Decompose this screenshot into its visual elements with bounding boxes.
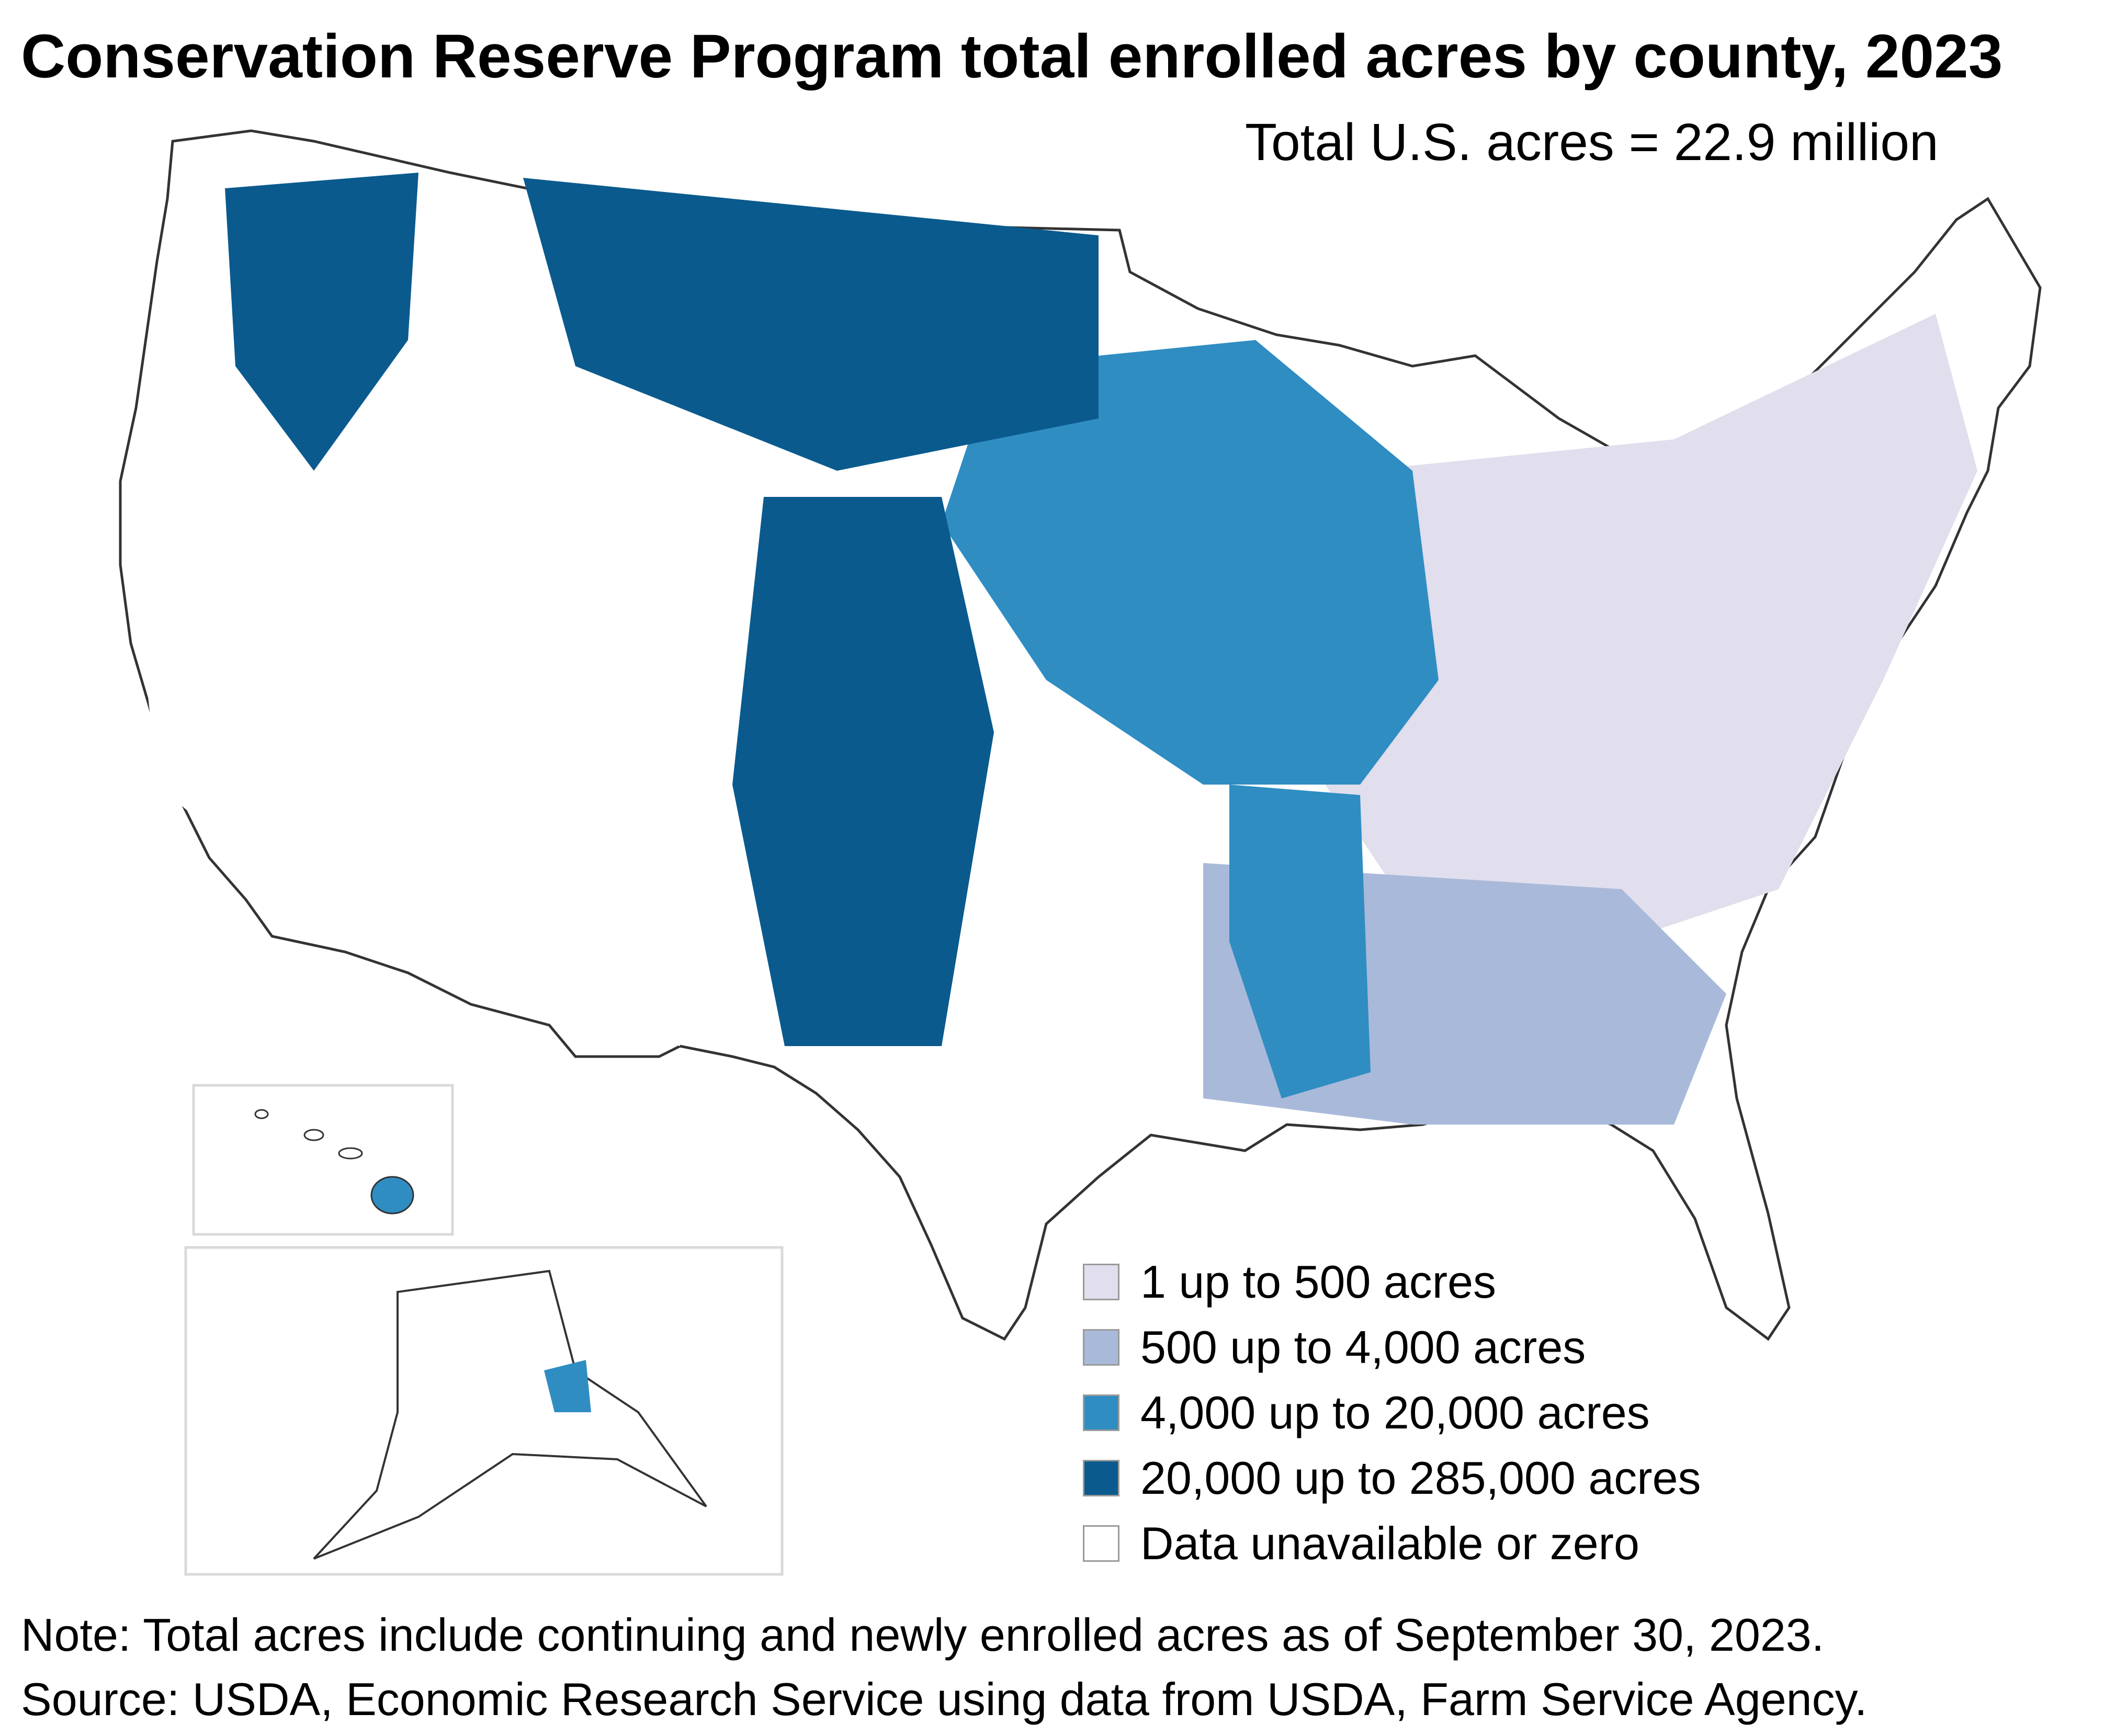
legend-item-class-3: 4,000 up to 20,000 acres xyxy=(1083,1386,1650,1439)
alaska-inset xyxy=(184,1246,784,1576)
region-east xyxy=(1308,314,1977,941)
legend-label: 4,000 up to 20,000 acres xyxy=(1140,1387,1650,1438)
legend-swatch xyxy=(1083,1264,1119,1300)
legend-label: Data unavailable or zero xyxy=(1140,1517,1639,1569)
hawaii-big-island xyxy=(370,1176,414,1215)
region-west xyxy=(131,523,680,1046)
region-high-plains xyxy=(732,497,994,1046)
map-title: Conservation Reserve Program total enrol… xyxy=(21,22,2003,91)
total-acres-subtitle: Total U.S. acres = 22.9 million xyxy=(1245,113,1939,172)
region-mississippi-delta xyxy=(1229,785,1371,1098)
legend-label: 20,000 up to 285,000 acres xyxy=(1140,1452,1701,1504)
legend-swatch xyxy=(1083,1525,1119,1562)
legend-item-class-1: 1 up to 500 acres xyxy=(1083,1255,1496,1309)
legend-swatch xyxy=(1083,1394,1119,1431)
region-northern-plains xyxy=(523,178,1099,471)
region-corn-belt xyxy=(942,340,1439,785)
legend-swatch xyxy=(1083,1460,1119,1496)
legend-item-class-2: 500 up to 4,000 acres xyxy=(1083,1321,1586,1374)
note-text: Note: Total acres include continuing and… xyxy=(21,1609,1825,1661)
legend-swatch xyxy=(1083,1329,1119,1366)
legend-label: 1 up to 500 acres xyxy=(1140,1256,1497,1308)
alaska-highlight xyxy=(544,1360,591,1412)
legend-label: 500 up to 4,000 acres xyxy=(1140,1321,1586,1373)
legend-item-class-5: Data unavailable or zero xyxy=(1083,1517,1639,1570)
legend-item-class-4: 20,000 up to 285,000 acres xyxy=(1083,1451,1701,1505)
alaska-shape xyxy=(313,1269,707,1560)
choropleth-fills xyxy=(131,173,1977,1125)
source-text: Source: USDA, Economic Research Service … xyxy=(21,1673,1868,1725)
region-palouse-northwest xyxy=(225,173,418,471)
hawaii-inset xyxy=(192,1084,454,1236)
